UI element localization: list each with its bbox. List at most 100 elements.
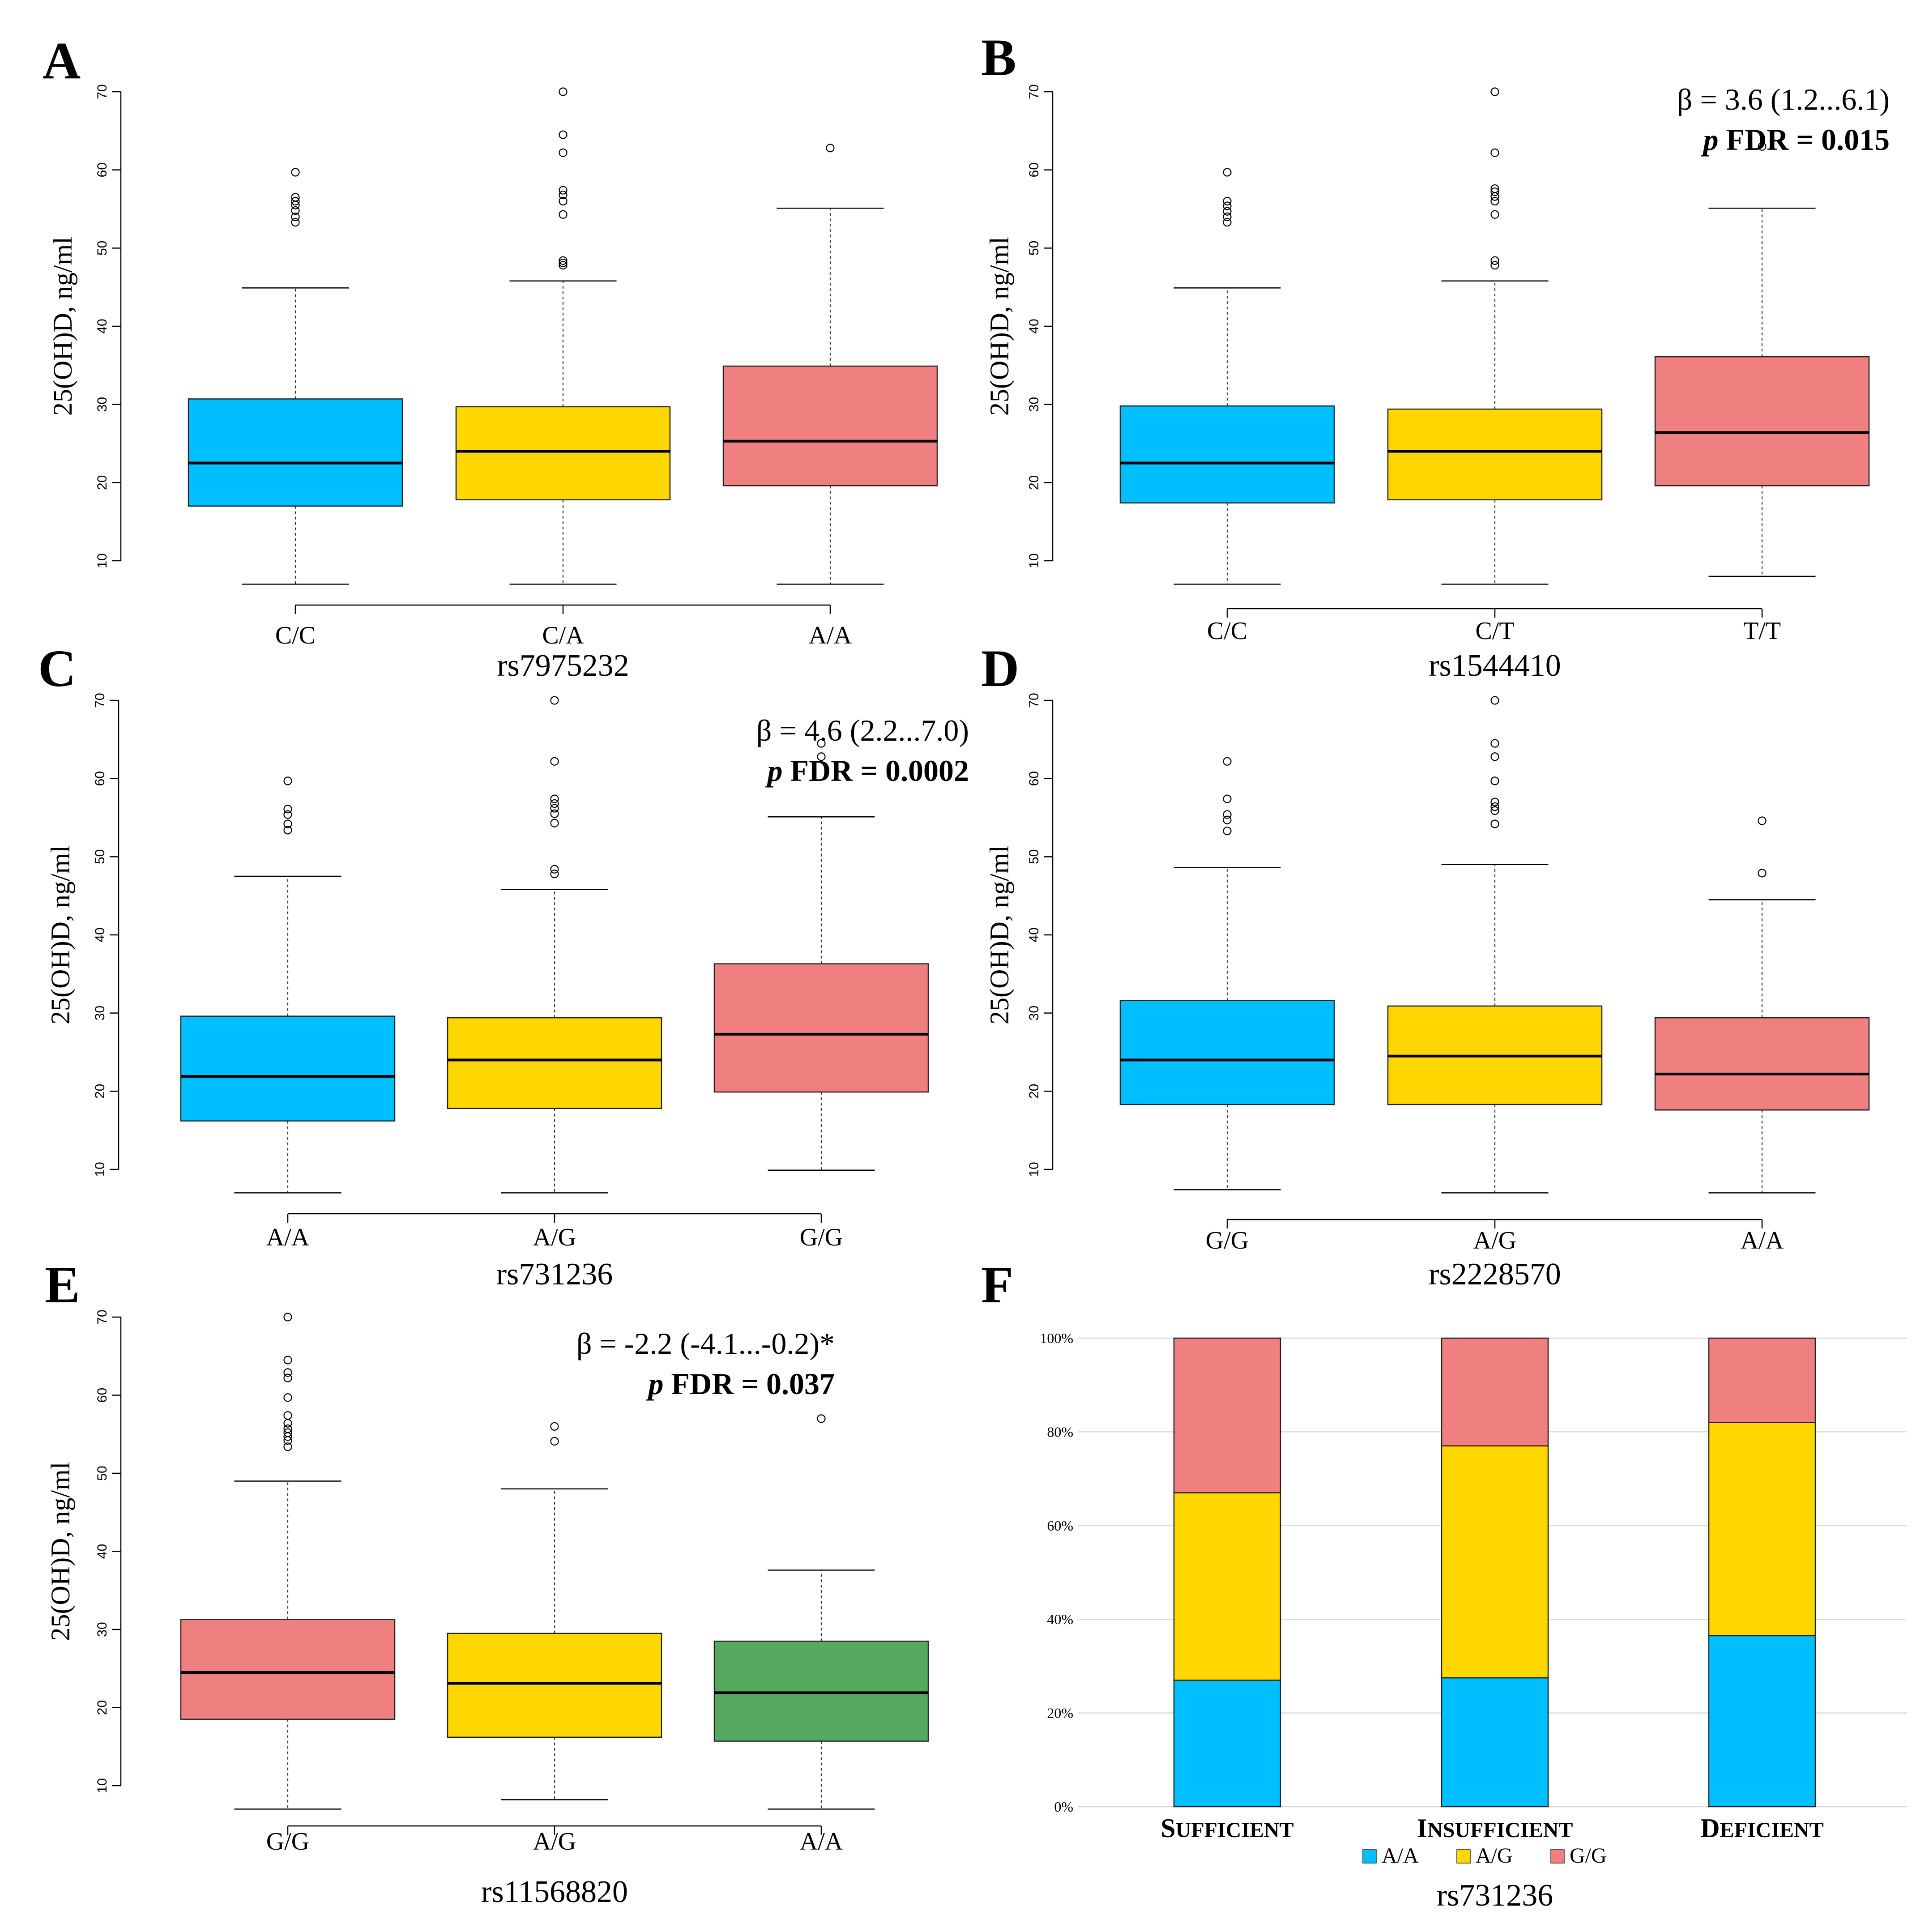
- category-label: INSUFFICIENT: [1417, 1813, 1573, 1843]
- bar-segment-aa: [1173, 1680, 1281, 1808]
- outlier-point: [1490, 261, 1499, 270]
- outlier-point: [1758, 816, 1767, 825]
- beta-annotation: β = 3.6 (1.2...6.1): [1677, 82, 1890, 116]
- legend-swatch: [1550, 1849, 1565, 1864]
- outlier-point: [550, 1422, 559, 1431]
- p-fdr-annotation: p FDR = 0.037: [646, 1367, 835, 1401]
- y-tick-label: 20: [1027, 475, 1041, 490]
- bar-segment-gg: [1708, 1337, 1816, 1423]
- y-tick-label: 10: [1027, 1162, 1041, 1177]
- outlier-point: [1490, 696, 1499, 705]
- panel-d: D 10 20 30 40 50 60 70 25(OH)D, ng/ml G/G A/G A/A rs…: [981, 639, 1870, 1292]
- y-tick-label: 30: [93, 1006, 107, 1020]
- box-aa: [180, 776, 396, 1194]
- fdr-value: FDR = 0.0002: [783, 754, 969, 788]
- panels-root: A 10 20 30 40 50 60 70 25(OH)D, ng/ml C/C C/A A/A rs…: [38, 28, 1907, 1913]
- y-tick-label: 80%: [1047, 1424, 1073, 1440]
- bar-segment-ag: [1173, 1492, 1281, 1681]
- y-tick-label: 30: [95, 397, 110, 412]
- y-tick-label: 60: [95, 162, 110, 177]
- y-tick-label: 10: [1027, 553, 1041, 568]
- box-gg: [1119, 757, 1335, 1190]
- y-tick-label: 50: [95, 241, 110, 256]
- outlier-point: [283, 805, 292, 814]
- outlier-point: [283, 826, 292, 835]
- box-body: [447, 1017, 662, 1109]
- outlier-point: [559, 258, 568, 268]
- y-tick-label: 60: [1027, 162, 1041, 177]
- y-axis-label: 25(OH)D, ng/ml: [46, 1462, 75, 1641]
- x-tick-label: C/C: [275, 622, 316, 649]
- panel-letter-f: F: [981, 1255, 1013, 1314]
- p-symbol: p: [646, 1367, 664, 1401]
- y-tick-label: 40: [1027, 319, 1041, 333]
- outlier-point: [559, 87, 568, 96]
- y-tick-label: 40: [93, 927, 107, 942]
- bar-segment-aa: [1708, 1635, 1816, 1808]
- y-axis-label: 25(OH)D, ng/ml: [46, 845, 75, 1024]
- outlier-point: [283, 1393, 292, 1402]
- bar-segment-gg: [1441, 1337, 1549, 1447]
- beta-annotation: β = -2.2 (-4.1...-0.2)*: [576, 1326, 835, 1361]
- y-tick-label: 0%: [1054, 1799, 1073, 1815]
- legend-label: G/G: [1570, 1844, 1607, 1868]
- outlier-point: [1490, 148, 1499, 157]
- box-body: [1119, 405, 1335, 503]
- p-symbol: p: [1701, 123, 1719, 157]
- y-tick-label: 40%: [1047, 1611, 1073, 1627]
- outlier-point: [1223, 201, 1232, 210]
- box-body: [180, 1015, 396, 1122]
- x-tick-label: A/A: [800, 1828, 843, 1855]
- box-body: [722, 365, 938, 486]
- bar-segment-ag: [1708, 1422, 1816, 1637]
- y-tick-label: 70: [93, 693, 107, 708]
- outlier-point: [1223, 827, 1232, 836]
- outlier-point: [291, 218, 300, 227]
- bar-segment-aa: [1441, 1677, 1549, 1808]
- stacked-bar: [1441, 1337, 1549, 1808]
- beta-annotation: β = 4.6 (2.2...7.0): [756, 713, 969, 747]
- outlier-point: [1490, 184, 1499, 193]
- y-tick-label: 50: [95, 1466, 110, 1480]
- outlier-point: [1490, 819, 1499, 828]
- category-rest: UFFICIENT: [1176, 1818, 1294, 1842]
- panel-letter-d: D: [981, 639, 1019, 698]
- p-fdr-annotation: p FDR = 0.0002: [765, 754, 969, 788]
- box-body: [1654, 1017, 1870, 1111]
- x-tick-label: G/G: [800, 1224, 843, 1251]
- outlier-point: [283, 1419, 292, 1428]
- category-rest: EFICIENT: [1720, 1818, 1824, 1842]
- x-tick-label: A/A: [266, 1224, 310, 1251]
- y-tick-label: 60: [1027, 771, 1041, 786]
- outlier-point: [1490, 256, 1499, 265]
- outlier-point: [1490, 776, 1499, 785]
- legend-swatch: [1362, 1849, 1377, 1864]
- y-tick-label: 60: [93, 771, 107, 786]
- box-cc: [1119, 168, 1335, 585]
- x-tick-label: C/A: [542, 622, 584, 649]
- y-tick-label: 40: [95, 1544, 110, 1559]
- box-body: [455, 406, 671, 501]
- category-rest: NSUFFICIENT: [1427, 1818, 1573, 1842]
- x-axis-label: rs11568820: [481, 1875, 628, 1909]
- outlier-point: [559, 148, 568, 157]
- category-label: DEFICIENT: [1700, 1813, 1823, 1843]
- y-tick-label: 30: [1027, 397, 1041, 412]
- x-tick-label: G/G: [1206, 1227, 1249, 1254]
- box-ag: [1387, 696, 1603, 1194]
- y-tick-label: 70: [1027, 693, 1041, 708]
- outlier-point: [291, 196, 300, 206]
- legend-swatch: [1456, 1849, 1471, 1864]
- outlier-point: [283, 1313, 292, 1322]
- box-body: [1119, 1000, 1335, 1105]
- outlier-point: [283, 1442, 292, 1451]
- y-tick-label: 50: [1027, 849, 1041, 864]
- stacked-bar: [1708, 1337, 1816, 1808]
- outlier-point: [817, 739, 826, 748]
- outlier-point: [283, 1368, 292, 1377]
- y-tick-label: 70: [95, 1309, 110, 1324]
- outlier-point: [550, 819, 559, 827]
- outlier-point: [1223, 218, 1232, 227]
- x-tick-label: C/T: [1475, 617, 1514, 645]
